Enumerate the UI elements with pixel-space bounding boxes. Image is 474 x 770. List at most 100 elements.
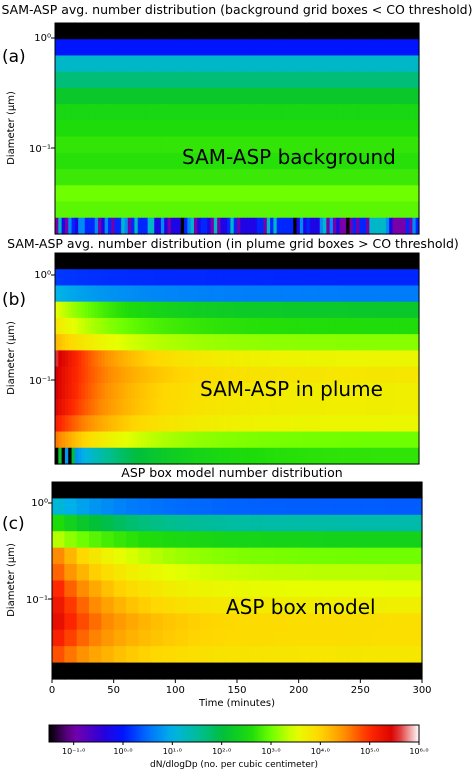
heatmap-cell (335, 547, 349, 565)
heatmap-cell (280, 399, 284, 416)
heatmap-cell (405, 71, 410, 89)
heatmap-cell (223, 201, 228, 219)
heatmap-cell (233, 23, 238, 40)
heatmap-cell (164, 334, 169, 351)
heatmap-cell (107, 415, 112, 433)
heatmap-cell (212, 482, 226, 500)
heatmap-cell (332, 87, 337, 105)
heatmap-cell (405, 136, 410, 154)
heatmap-cell (313, 136, 318, 154)
heatmap-cell (352, 285, 357, 303)
heatmap-cell (64, 317, 69, 335)
heatmap-cell (101, 514, 115, 532)
heatmap-cell (207, 447, 212, 465)
heatmap-cell (389, 120, 394, 138)
heatmap-cell (309, 431, 314, 449)
heatmap-cell (121, 23, 126, 40)
heatmap-cell (240, 301, 245, 319)
heatmap-cell (203, 334, 208, 351)
heatmap-cell (91, 253, 96, 270)
heatmap-cell (336, 253, 341, 270)
heatmap-cell (150, 498, 164, 516)
heatmap-cell (200, 646, 213, 664)
heatmap-cell (167, 447, 172, 465)
heatmap-cell (224, 564, 238, 582)
heatmap-cell (223, 39, 228, 57)
heatmap-cell (167, 334, 172, 351)
heatmap-cell (187, 399, 192, 416)
heatmap-cell (210, 317, 215, 335)
heatmap-cell (124, 350, 129, 368)
heatmap-cell (415, 285, 420, 303)
heatmap-cell (332, 447, 337, 465)
heatmap-cell (52, 564, 65, 582)
heatmap-cell (227, 23, 231, 40)
heatmap-cell (415, 382, 420, 400)
heatmap-cell (319, 301, 324, 319)
heatmap-cell (280, 366, 284, 384)
heatmap-cell (141, 399, 145, 416)
heatmap-cell (309, 399, 314, 416)
heatmap-cell (55, 382, 59, 400)
heatmap-cell (349, 350, 354, 368)
colorbar-tick-label: 10⁴·⁰ (311, 747, 330, 756)
heatmap-cell (167, 415, 172, 433)
heatmap-cell (323, 382, 327, 400)
heatmap-cell (372, 201, 377, 219)
heatmap-cell (193, 55, 198, 73)
heatmap-cell (366, 431, 370, 449)
heatmap-cell (131, 366, 136, 384)
heatmap-cell (88, 185, 92, 203)
heatmap-cell (392, 415, 397, 433)
heatmap-cell (217, 55, 222, 73)
panel-a-annotation: SAM-ASP background (182, 145, 396, 169)
heatmap-cell (253, 415, 258, 433)
heatmap-cell (329, 169, 334, 186)
heatmap-cell (107, 136, 112, 154)
heatmap-cell (157, 55, 162, 73)
heatmap-cell (58, 185, 63, 203)
heatmap-cell (227, 253, 231, 270)
heatmap-cell (207, 169, 212, 186)
heatmap-cell (296, 104, 301, 121)
heatmap-cell (147, 55, 152, 73)
heatmap-cell (348, 580, 361, 598)
heatmap-cell (311, 662, 324, 680)
heatmap-cell (256, 23, 261, 40)
heatmap-cell (180, 253, 185, 270)
heatmap-cell (409, 646, 423, 664)
heatmap-cell (369, 382, 374, 400)
heatmap-cell (246, 317, 251, 335)
heatmap-cell (187, 366, 192, 384)
heatmap-cell (372, 317, 377, 335)
heatmap-cell (88, 39, 92, 57)
heatmap-cell (127, 55, 132, 73)
heatmap-cell (250, 447, 255, 465)
heatmap-cell (274, 531, 287, 549)
heatmap-cell (180, 152, 185, 170)
heatmap-cell (227, 87, 231, 105)
heatmap-cell (68, 136, 73, 154)
heatmap-cell (98, 301, 102, 319)
heatmap-cell (81, 317, 86, 335)
heatmap-cell (212, 646, 226, 664)
heatmap-cell (342, 217, 347, 235)
heatmap-cell (150, 547, 164, 565)
heatmap-cell (392, 71, 397, 89)
heatmap-cell (126, 564, 139, 582)
heatmap-cell (299, 431, 304, 449)
heatmap-cell (213, 415, 218, 433)
heatmap-cell (276, 431, 281, 449)
heatmap-cell (382, 87, 387, 105)
heatmap-cell (260, 39, 265, 57)
heatmap-cell (223, 366, 228, 384)
heatmap-cell (323, 580, 337, 598)
heatmap-cell (137, 382, 142, 400)
heatmap-cell (55, 39, 59, 57)
heatmap-cell (154, 55, 159, 73)
heatmap-cell (111, 39, 116, 57)
heatmap-cell (395, 431, 400, 449)
heatmap-cell (273, 87, 278, 105)
heatmap-cell (332, 23, 337, 40)
heatmap-cell (260, 431, 265, 449)
